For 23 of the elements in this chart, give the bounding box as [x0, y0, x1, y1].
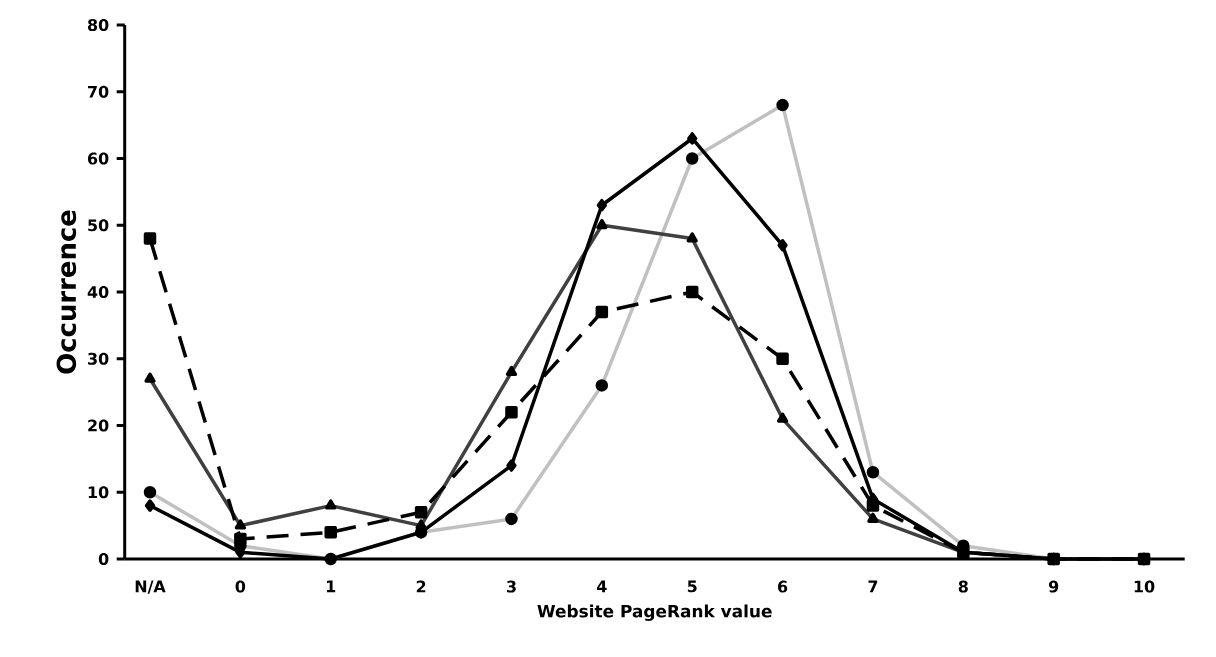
y-tick-label: 20 [88, 419, 109, 432]
x-tick-label: 0 [235, 580, 246, 593]
x-tick-label: 2 [416, 580, 426, 593]
x-tick-label: 9 [1048, 580, 1059, 593]
y-tick-label: 30 [88, 352, 109, 365]
x-tick-label: 10 [1134, 580, 1155, 593]
x-axis-title: Website PageRank value [537, 604, 772, 621]
x-tick-label: 5 [687, 580, 697, 593]
y-tick-label: 40 [87, 285, 109, 299]
x-tick-label: 3 [506, 580, 516, 593]
x-tick-label: 7 [868, 580, 878, 593]
x-tick-label: 8 [958, 580, 968, 593]
y-axis-title: Occurrence [56, 210, 77, 374]
y-tick-label: 50 [88, 219, 109, 232]
y-tick-label: 60 [87, 152, 109, 165]
y-tick-label: 10 [88, 486, 109, 499]
y-tick-label: 0 [98, 552, 109, 566]
x-tick-label: N/A [135, 580, 166, 594]
y-tick-label: 70 [88, 85, 109, 98]
x-tick-label: 1 [326, 580, 336, 593]
x-tick-label: 4 [597, 580, 607, 593]
x-tick-label: 6 [778, 580, 788, 593]
y-tick-label: 80 [87, 18, 109, 32]
